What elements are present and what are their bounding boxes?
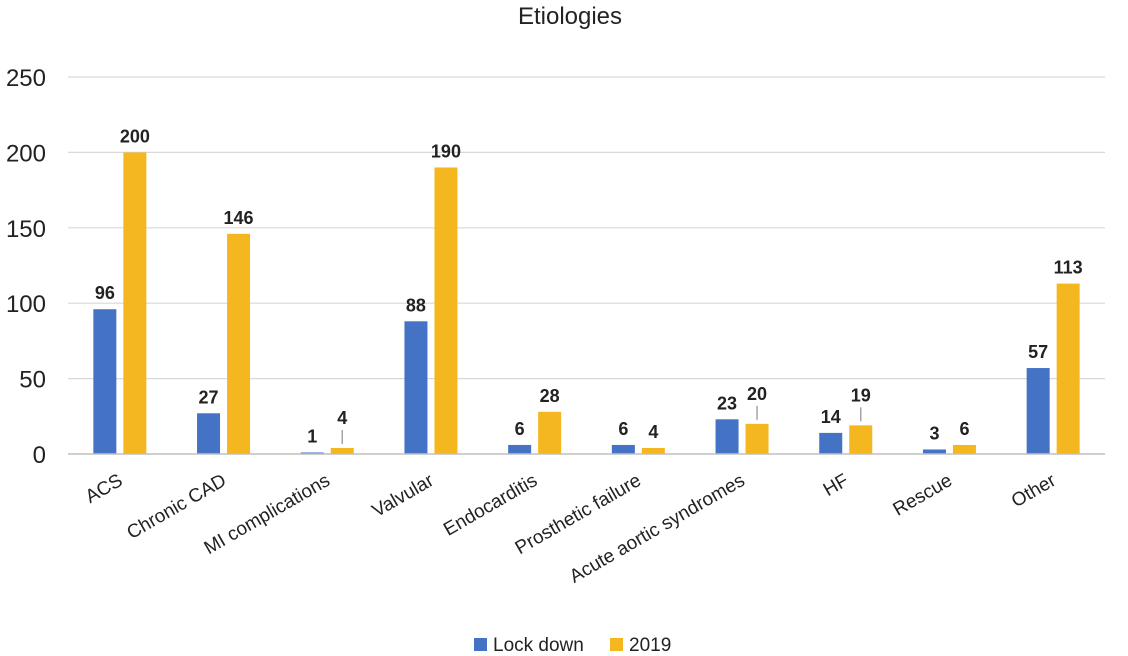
data-label: 6 bbox=[618, 419, 628, 439]
bar-lock-down bbox=[1026, 368, 1050, 454]
bar-lock-down bbox=[922, 449, 946, 454]
bar-lock-down bbox=[197, 413, 221, 454]
bar-lock-down bbox=[300, 452, 324, 454]
data-label: 3 bbox=[929, 423, 939, 443]
x-tick-label: Other bbox=[1008, 470, 1060, 512]
data-label: 146 bbox=[224, 208, 254, 228]
legend-swatch-lock-down bbox=[474, 638, 487, 651]
data-label: 27 bbox=[199, 387, 219, 407]
bar-2019 bbox=[745, 423, 769, 454]
data-label: 23 bbox=[717, 393, 737, 413]
bar-2019 bbox=[849, 425, 873, 454]
data-label: 57 bbox=[1028, 342, 1048, 362]
data-label: 20 bbox=[747, 384, 767, 404]
x-tick-label: HF bbox=[820, 470, 852, 501]
data-label: 28 bbox=[540, 386, 560, 406]
legend-label-lock-down: Lock down bbox=[493, 635, 584, 656]
data-label: 6 bbox=[515, 419, 525, 439]
y-tick-label: 200 bbox=[6, 140, 46, 167]
bar-lock-down bbox=[715, 419, 739, 454]
data-label: 1 bbox=[307, 426, 317, 446]
y-tick-label: 50 bbox=[19, 367, 46, 394]
x-tick-label: Acute aortic syndromes bbox=[566, 470, 748, 587]
data-label: 96 bbox=[95, 283, 115, 303]
bar-lock-down bbox=[819, 432, 843, 454]
y-tick-label: 0 bbox=[33, 442, 46, 469]
bar-lock-down bbox=[611, 444, 635, 454]
x-tick-label: Valvular bbox=[369, 470, 438, 522]
bars bbox=[93, 152, 1080, 455]
y-axis-ticks: 0 50 100 150 200 250 bbox=[6, 65, 46, 469]
data-label: 14 bbox=[821, 407, 841, 427]
legend-label-2019: 2019 bbox=[629, 635, 671, 656]
legend-swatch-2019 bbox=[610, 638, 623, 651]
data-label: 19 bbox=[851, 385, 871, 405]
bar-lock-down bbox=[93, 309, 117, 454]
bar-lock-down bbox=[404, 321, 428, 454]
bar-2019 bbox=[227, 233, 251, 454]
bar-2019 bbox=[123, 152, 147, 454]
bar-lock-down bbox=[508, 444, 532, 454]
x-tick-label: Endocarditis bbox=[440, 470, 541, 540]
x-tick-label: Rescue bbox=[890, 470, 956, 520]
bar-2019 bbox=[330, 447, 354, 454]
y-tick-label: 100 bbox=[6, 291, 46, 318]
x-tick-label: ACS bbox=[82, 470, 126, 508]
chart-title: Etiologies bbox=[518, 3, 622, 30]
data-label: 4 bbox=[648, 422, 658, 442]
data-label: 190 bbox=[431, 141, 461, 161]
bar-2019 bbox=[1056, 283, 1080, 454]
data-label: 113 bbox=[1054, 258, 1083, 278]
bar-2019 bbox=[538, 411, 562, 454]
bar-2019 bbox=[952, 444, 976, 454]
legend: Lock down 2019 bbox=[474, 635, 671, 656]
data-label: 4 bbox=[337, 408, 347, 428]
data-label: 6 bbox=[959, 419, 969, 439]
y-tick-label: 150 bbox=[6, 216, 46, 243]
y-tick-label: 250 bbox=[6, 65, 46, 92]
data-label: 200 bbox=[120, 126, 150, 146]
data-label: 88 bbox=[406, 295, 426, 315]
bar-2019 bbox=[434, 167, 458, 455]
bar-2019 bbox=[641, 447, 665, 454]
